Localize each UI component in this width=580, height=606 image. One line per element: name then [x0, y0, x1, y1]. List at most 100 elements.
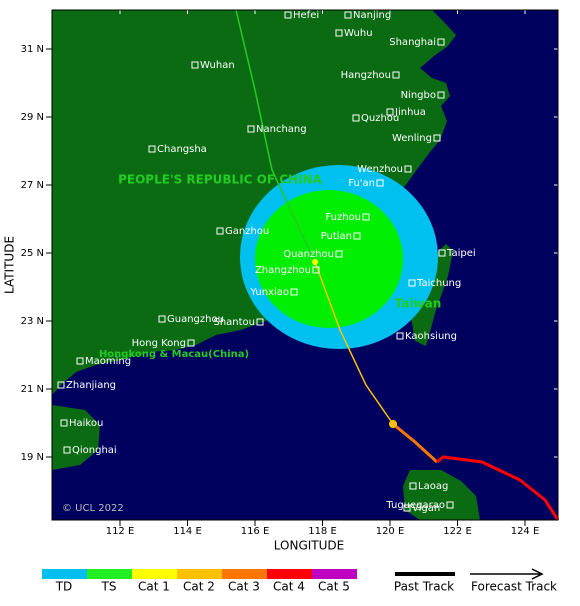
- legend-label: Cat 2: [183, 580, 215, 594]
- city-label: Putian: [321, 231, 352, 242]
- x-tick-label: 118 E: [308, 526, 337, 537]
- city-label: Fu'an: [348, 178, 375, 189]
- intensity-swatch: [267, 569, 312, 579]
- city-label: Qionghai: [72, 445, 117, 456]
- intensity-swatch: [312, 569, 357, 579]
- city-marker: [290, 288, 298, 296]
- city-label: Laoag: [418, 481, 448, 492]
- city-label: Jinhua: [394, 107, 426, 118]
- x-tick-label: 112 E: [106, 526, 135, 537]
- cities: Hefei Nanjing Wuhu Shanghai Wuhan Hangzhou Nin…: [57, 10, 476, 514]
- city-marker: [352, 114, 360, 122]
- city-marker: [409, 482, 417, 490]
- city-label: Ningbo: [401, 90, 436, 101]
- x-tick-label: 124 E: [511, 526, 540, 537]
- region-label: PEOPLE'S REPUBLIC OF CHINA: [118, 173, 322, 187]
- legend-label: TS: [101, 580, 117, 594]
- city-marker: [187, 339, 195, 347]
- x-tick-label: 120 E: [376, 526, 405, 537]
- city-label: Vigan: [412, 503, 440, 514]
- city-marker: [362, 213, 370, 221]
- city-marker: [216, 227, 224, 235]
- city-label: Haikou: [69, 418, 103, 429]
- map-frame: [51, 9, 559, 521]
- intensity-swatch: [87, 569, 132, 579]
- city-marker: [148, 145, 156, 153]
- city-marker: [57, 381, 65, 389]
- city-marker: [344, 11, 352, 19]
- x-tick-label: 122 E: [443, 526, 472, 537]
- intensity-swatch: [222, 569, 267, 579]
- y-tick-label: 31 N: [21, 44, 44, 55]
- city-marker: [396, 332, 404, 340]
- city-label: Shanghai: [389, 37, 436, 48]
- forecast-point: [389, 420, 397, 428]
- axes: 112 E 114 E 116 E 118 E 120 E 122 E 124 E 31 N 2…: [21, 9, 559, 537]
- city-marker: [335, 250, 343, 258]
- legend-label: Forecast Track: [471, 580, 557, 594]
- x-tick-label: 116 E: [241, 526, 270, 537]
- city-marker: [433, 134, 441, 142]
- city-label: Yunxiao: [249, 287, 289, 298]
- city-label: Wenling: [392, 133, 432, 144]
- y-tick-label: 25 N: [21, 248, 44, 259]
- land: [52, 10, 480, 520]
- past-track: [235, 9, 316, 263]
- arrow-head: [531, 568, 544, 580]
- city-marker: [446, 501, 454, 509]
- city-label: Nanchang: [256, 124, 307, 135]
- city-label: Shantou: [213, 317, 255, 328]
- legend-label: Cat 3: [228, 580, 260, 594]
- city-label: Hong Kong: [132, 338, 186, 349]
- intensity-swatch: [132, 569, 177, 579]
- city-marker: [386, 108, 394, 116]
- city-marker: [60, 419, 68, 427]
- y-tick-label: 29 N: [21, 112, 44, 123]
- city-marker: [247, 125, 255, 133]
- city-label: Taipei: [446, 248, 476, 259]
- city-marker: [437, 38, 445, 46]
- intensity-swatch: [42, 569, 87, 579]
- city-label: Wuhan: [200, 60, 235, 71]
- legend-label: TD: [55, 580, 73, 594]
- forecast-track: [392, 422, 439, 464]
- city-marker: [404, 165, 412, 173]
- forecast-track: [314, 261, 394, 425]
- y-tick-label: 27 N: [21, 180, 44, 191]
- city-marker: [335, 29, 343, 37]
- y-tick-label: 23 N: [21, 316, 44, 327]
- storm-center: [312, 259, 318, 265]
- copyright: © UCL 2022: [62, 503, 124, 514]
- wind-radius-inner: [255, 190, 403, 328]
- city-marker: [76, 357, 84, 365]
- city-label: Kaohsiung: [405, 331, 457, 342]
- city-label: Ganzhou: [225, 226, 269, 237]
- city-marker: [408, 279, 416, 287]
- city-label: Hefei: [293, 10, 319, 21]
- city-label: Changsha: [157, 144, 207, 155]
- y-tick-label: 19 N: [21, 452, 44, 463]
- city-marker: [438, 249, 446, 257]
- city-label: Guangzhou: [167, 314, 224, 325]
- city-label: Tuguegarao: [385, 500, 445, 511]
- legend: TD TS Cat 1 Cat 2 Cat 3 Cat 4 Cat 5: [42, 569, 357, 594]
- forecast-track: [436, 455, 560, 521]
- city-marker: [63, 446, 71, 454]
- x-tick-label: 114 E: [173, 526, 202, 537]
- city-marker: [158, 315, 166, 323]
- intensity-swatch: [177, 569, 222, 579]
- region-label: Taiwan: [395, 297, 442, 311]
- city-label: Maoming: [85, 356, 131, 367]
- city-label: Taichung: [416, 278, 461, 289]
- city-marker: [256, 318, 264, 326]
- y-tick-label: 21 N: [21, 384, 44, 395]
- legend-label: Cat 5: [318, 580, 350, 594]
- legend-label: Cat 4: [273, 580, 305, 594]
- x-axis-label: LONGITUDE: [274, 539, 344, 553]
- city-label: Quzhou: [361, 113, 399, 124]
- city-label: Wuhu: [344, 28, 373, 39]
- city-label: Fuzhou: [325, 212, 361, 223]
- city-marker: [312, 266, 320, 274]
- city-label: Zhanjiang: [66, 380, 116, 391]
